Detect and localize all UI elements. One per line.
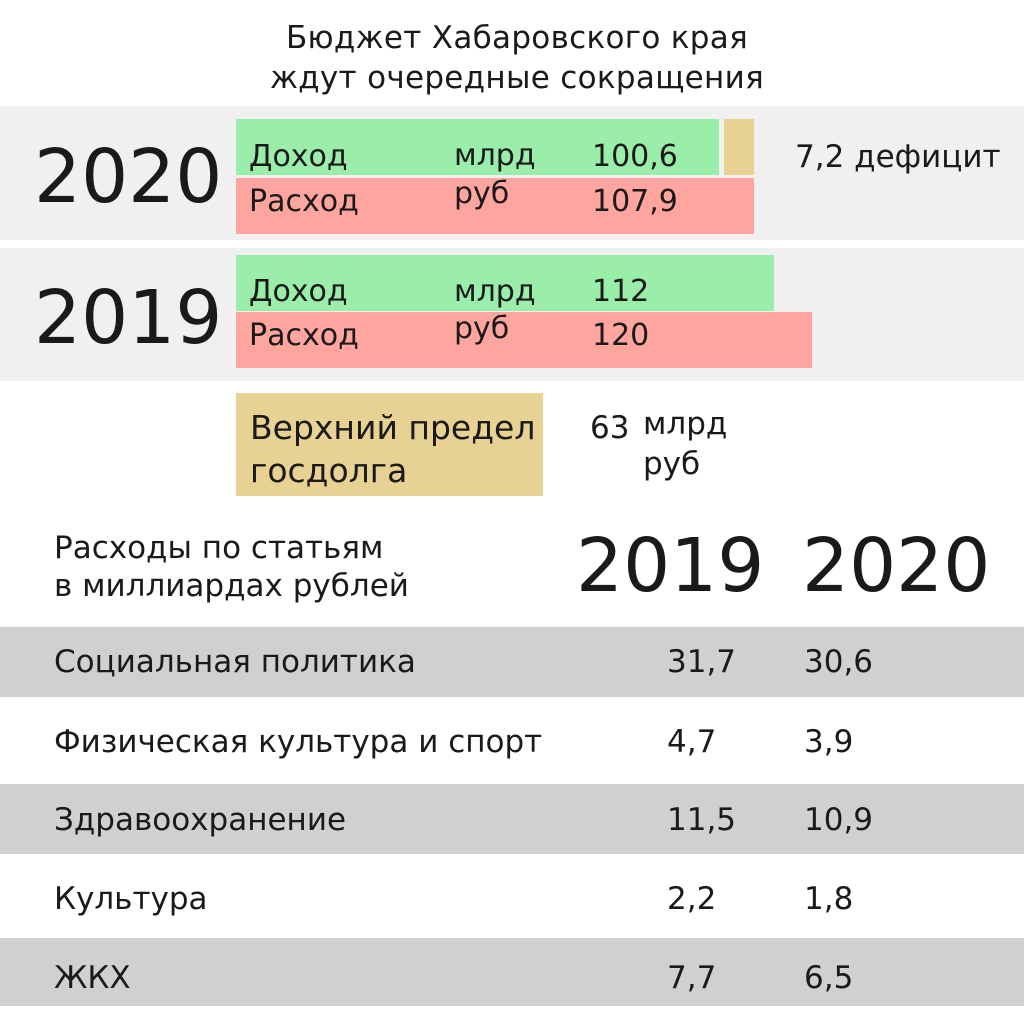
income-label-2020: Доход bbox=[249, 139, 348, 174]
row-label: Социальная политика bbox=[54, 644, 416, 680]
row-label: Культура bbox=[54, 881, 208, 917]
row-value-2019: 31,7 bbox=[667, 644, 737, 680]
table-row: Здравоохранение 11,5 10,9 bbox=[0, 784, 1024, 854]
chart-title-line-1: Бюджет Хабаровского края bbox=[285, 20, 749, 56]
debt-limit-label-line-1: Верхний предел bbox=[250, 408, 536, 447]
expense-value-2019: 120 bbox=[592, 318, 650, 353]
chart-title-line-2: ждут очередные сокращения bbox=[269, 60, 765, 96]
unit-label-rub-2020: руб bbox=[454, 176, 510, 211]
table-row: Культура 2,2 1,8 bbox=[0, 863, 1024, 933]
row-value-2019: 7,7 bbox=[667, 960, 717, 996]
expenses-table-caption-line-2: в миллиардах рублей bbox=[54, 568, 409, 604]
income-value-2019: 112 bbox=[592, 274, 650, 309]
row-label: ЖКХ bbox=[54, 960, 131, 996]
income-label-2019: Доход bbox=[249, 274, 348, 309]
debt-limit-unit-line-1: млрд bbox=[643, 406, 728, 442]
row-value-2020: 3,9 bbox=[804, 724, 854, 760]
debt-limit-unit-line-2: руб bbox=[643, 446, 701, 482]
row-label: Здравоохранение bbox=[54, 802, 347, 838]
row-value-2019: 4,7 bbox=[667, 724, 717, 760]
income-bar-2019 bbox=[236, 255, 774, 311]
expenses-table-caption-line-1: Расходы по статьям bbox=[54, 530, 384, 566]
income-value-2020: 100,6 bbox=[592, 139, 678, 174]
unit-label-mlrd-2020: млрд bbox=[454, 138, 536, 173]
table-row: ЖКХ 7,7 6,5 bbox=[0, 938, 1024, 1006]
table-row: Социальная политика 31,7 30,6 bbox=[0, 627, 1024, 697]
deficit-label: 7,2 дефицит bbox=[795, 139, 1001, 175]
expense-bar-2019 bbox=[236, 312, 812, 368]
row-value-2020: 6,5 bbox=[804, 960, 854, 996]
row-value-2020: 10,9 bbox=[804, 802, 874, 838]
expense-label-2019: Расход bbox=[249, 318, 359, 353]
year-label-2020: 2020 bbox=[34, 134, 223, 220]
expense-value-2020: 107,9 bbox=[592, 184, 678, 219]
unit-label-mlrd-2019: млрд bbox=[454, 274, 536, 309]
row-value-2020: 1,8 bbox=[804, 881, 854, 917]
income-bar-2020 bbox=[236, 119, 719, 175]
row-label: Физическая культура и спорт bbox=[54, 724, 543, 760]
row-value-2019: 2,2 bbox=[667, 881, 717, 917]
expenses-table-caption: Расходы по статьям в миллиардах рублей bbox=[54, 529, 409, 605]
table-row: Физическая культура и спорт 4,7 3,9 bbox=[0, 706, 1024, 776]
year-label-2019: 2019 bbox=[34, 275, 223, 361]
deficit-bar-2020 bbox=[723, 119, 754, 175]
expense-bar-2020 bbox=[236, 178, 754, 234]
debt-limit-box bbox=[236, 393, 543, 496]
column-header-2019: 2019 bbox=[576, 523, 765, 609]
debt-limit-label: Верхний предел госдолга bbox=[250, 406, 535, 492]
expense-label-2020: Расход bbox=[249, 184, 359, 219]
unit-label-rub-2019: руб bbox=[454, 311, 510, 346]
column-header-2020: 2020 bbox=[802, 523, 991, 609]
row-value-2019: 11,5 bbox=[667, 802, 737, 838]
debt-limit-label-line-2: госдолга bbox=[250, 451, 408, 490]
debt-limit-value: 63 bbox=[590, 410, 630, 446]
row-value-2020: 30,6 bbox=[804, 644, 874, 680]
